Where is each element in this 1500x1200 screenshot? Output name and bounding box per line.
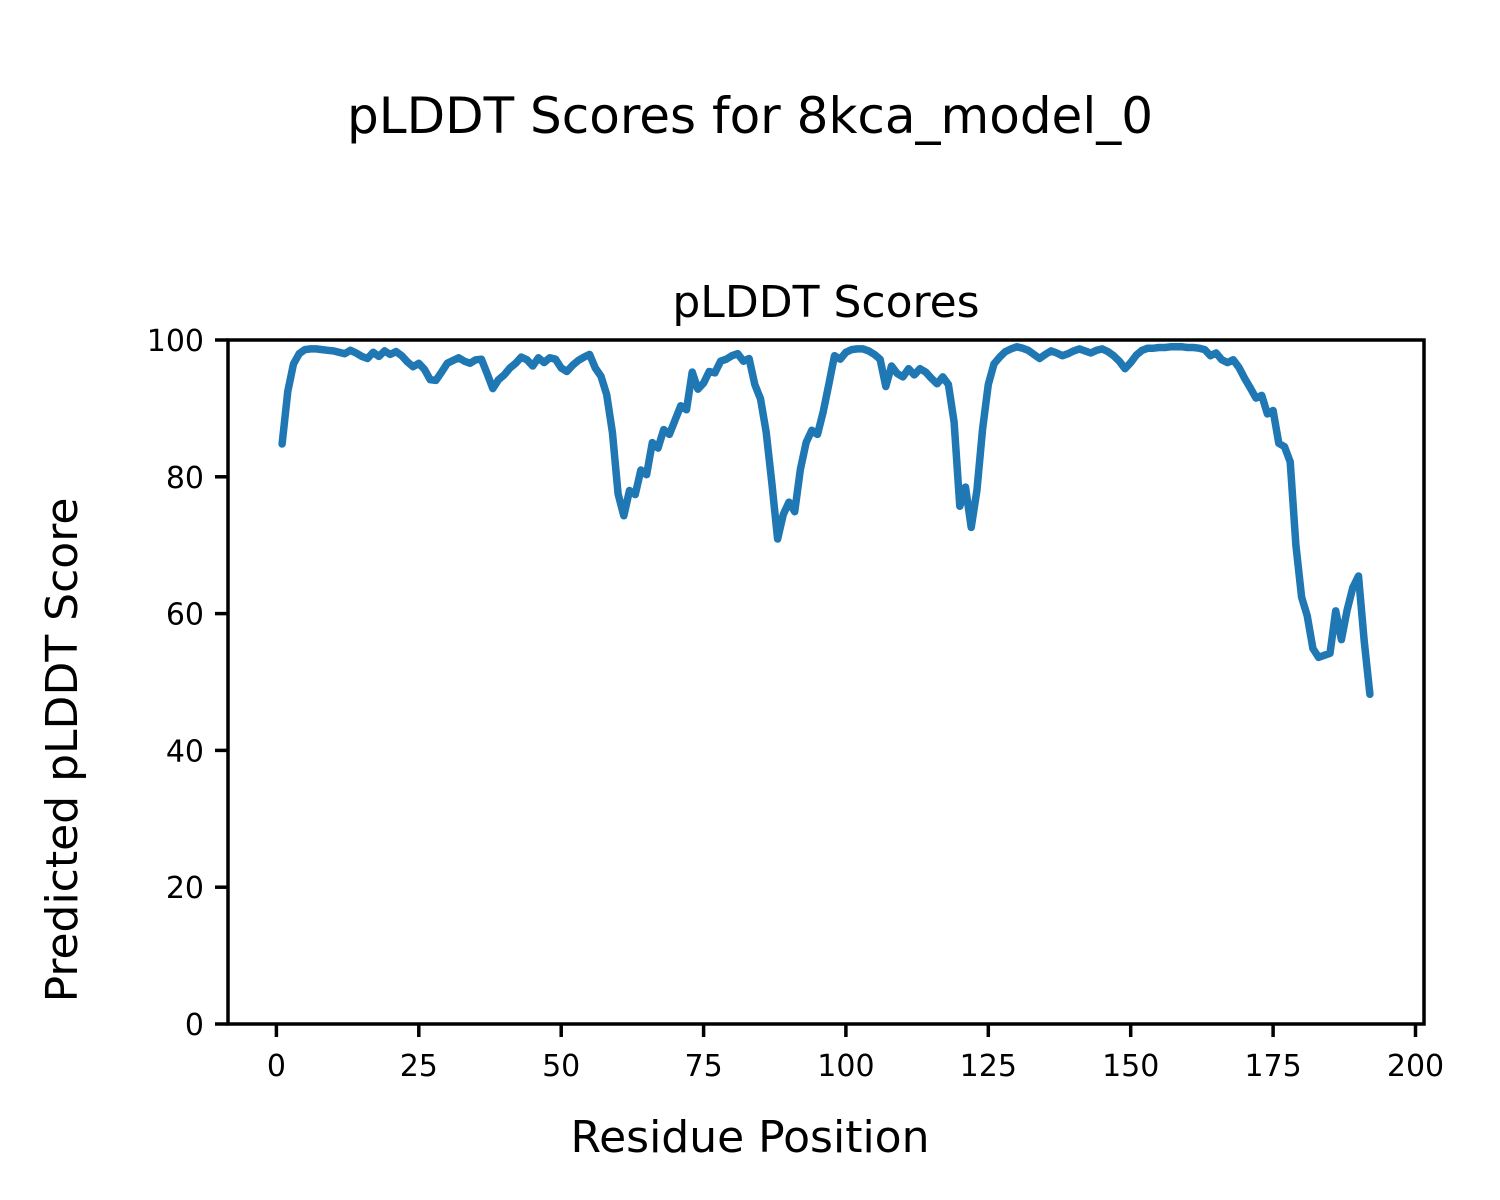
x-tick-label: 50 <box>542 1049 580 1084</box>
y-tick-label: 60 <box>166 598 204 633</box>
x-axis-label: Residue Position <box>570 1112 929 1163</box>
y-tick-label: 20 <box>166 871 204 906</box>
plddt-line <box>278 343 1374 699</box>
x-tick-label: 0 <box>267 1049 286 1084</box>
axes-frame <box>226 338 1426 1026</box>
y-tick-label: 80 <box>166 461 204 496</box>
axes-title: pLDDT Scores <box>672 277 979 328</box>
y-tick-label: 40 <box>166 734 204 769</box>
figure-suptitle: pLDDT Scores for 8kca_model_0 <box>347 87 1153 145</box>
y-ticks <box>215 338 228 1026</box>
x-tick-label: 25 <box>400 1049 438 1084</box>
x-tick-label: 175 <box>1244 1049 1301 1084</box>
y-axis-label: Predicted pLDDT Score <box>37 498 88 1003</box>
x-tick-label: 100 <box>817 1049 874 1084</box>
x-tick-label: 200 <box>1387 1049 1444 1084</box>
x-tick-label: 75 <box>685 1049 723 1084</box>
y-tick-label: 100 <box>147 324 204 359</box>
x-tick-label: 150 <box>1102 1049 1159 1084</box>
x-tick-label: 125 <box>960 1049 1017 1084</box>
y-tick-label: 0 <box>185 1008 204 1043</box>
x-tick-labels: 0 25 50 75 100 125 150 175 200 <box>267 1049 1444 1084</box>
x-ticks <box>274 1024 1418 1037</box>
y-tick-labels: 0 20 40 60 80 100 <box>147 324 204 1043</box>
